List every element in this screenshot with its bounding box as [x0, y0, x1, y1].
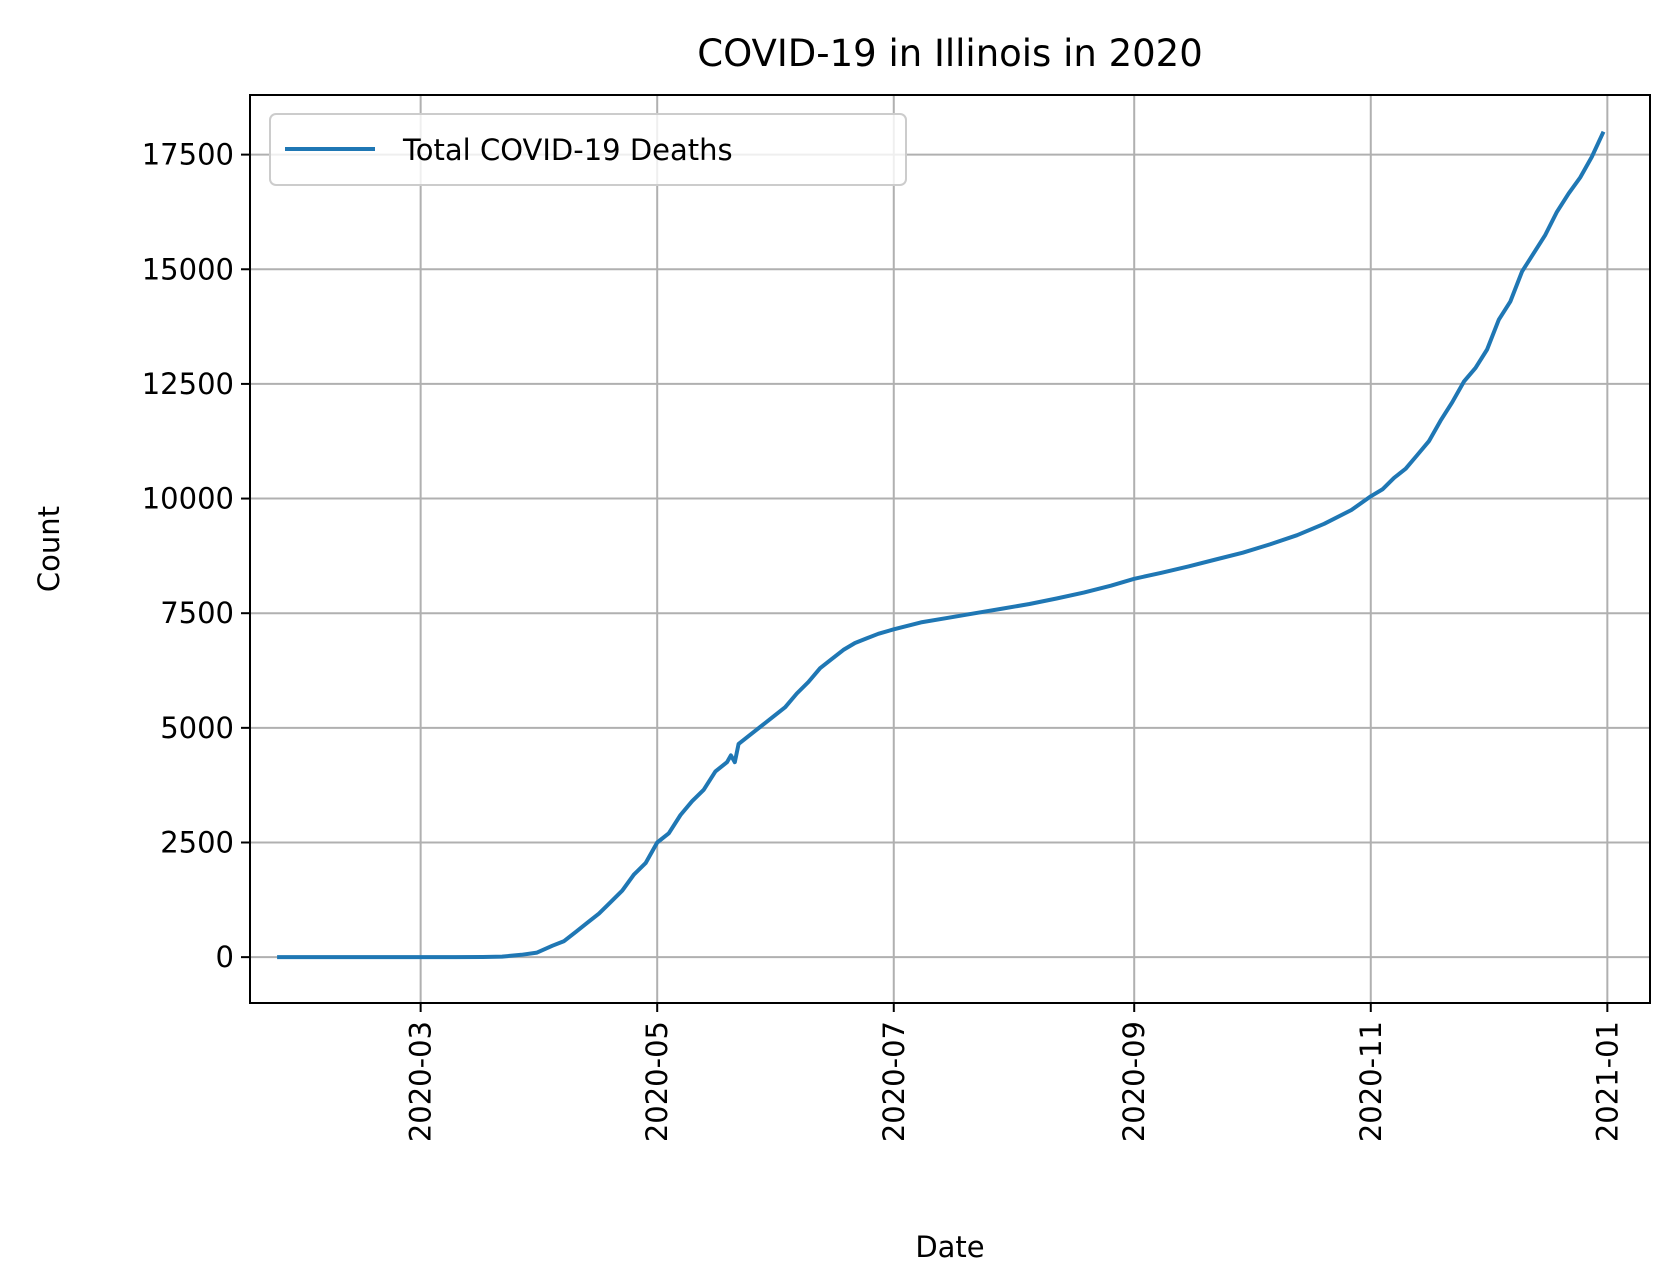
series-line-total-deaths	[277, 130, 1606, 960]
y-tick-label: 0	[216, 940, 234, 974]
x-tick-label: 2020-09	[1117, 1021, 1151, 1142]
x-tick-label: 2020-07	[877, 1021, 911, 1142]
x-tick-label: 2021-01	[1590, 1021, 1624, 1142]
x-axis-label: Date	[915, 1230, 984, 1264]
x-tick-label: 2020-03	[404, 1021, 438, 1142]
y-tick-label: 10000	[142, 482, 234, 516]
plot-area-background	[250, 95, 1650, 1003]
legend: Total COVID-19 Deaths	[269, 113, 907, 186]
y-tick-label: 2500	[160, 825, 234, 859]
y-axis-label: Count	[32, 506, 66, 592]
series-layer	[277, 130, 1606, 960]
grid	[250, 95, 1650, 1003]
plot-area-frame	[249, 94, 1651, 1004]
ticks: 2020-03 2020-05 2020-07 2020-09 2020-11 2021-…	[142, 138, 1625, 1143]
y-tick-label: 12500	[142, 367, 234, 401]
chart-title: COVID-19 in Illinois in 2020	[697, 32, 1203, 75]
x-tick-label: 2020-11	[1354, 1021, 1388, 1142]
y-tick-label: 7500	[160, 596, 234, 630]
legend-label-total-deaths: Total COVID-19 Deaths	[402, 133, 733, 167]
legend-box	[269, 113, 907, 186]
y-tick-label: 17500	[142, 138, 234, 172]
y-tick-label: 15000	[142, 252, 234, 286]
x-tick-label: 2020-05	[640, 1021, 674, 1142]
y-tick-label: 5000	[160, 711, 234, 745]
